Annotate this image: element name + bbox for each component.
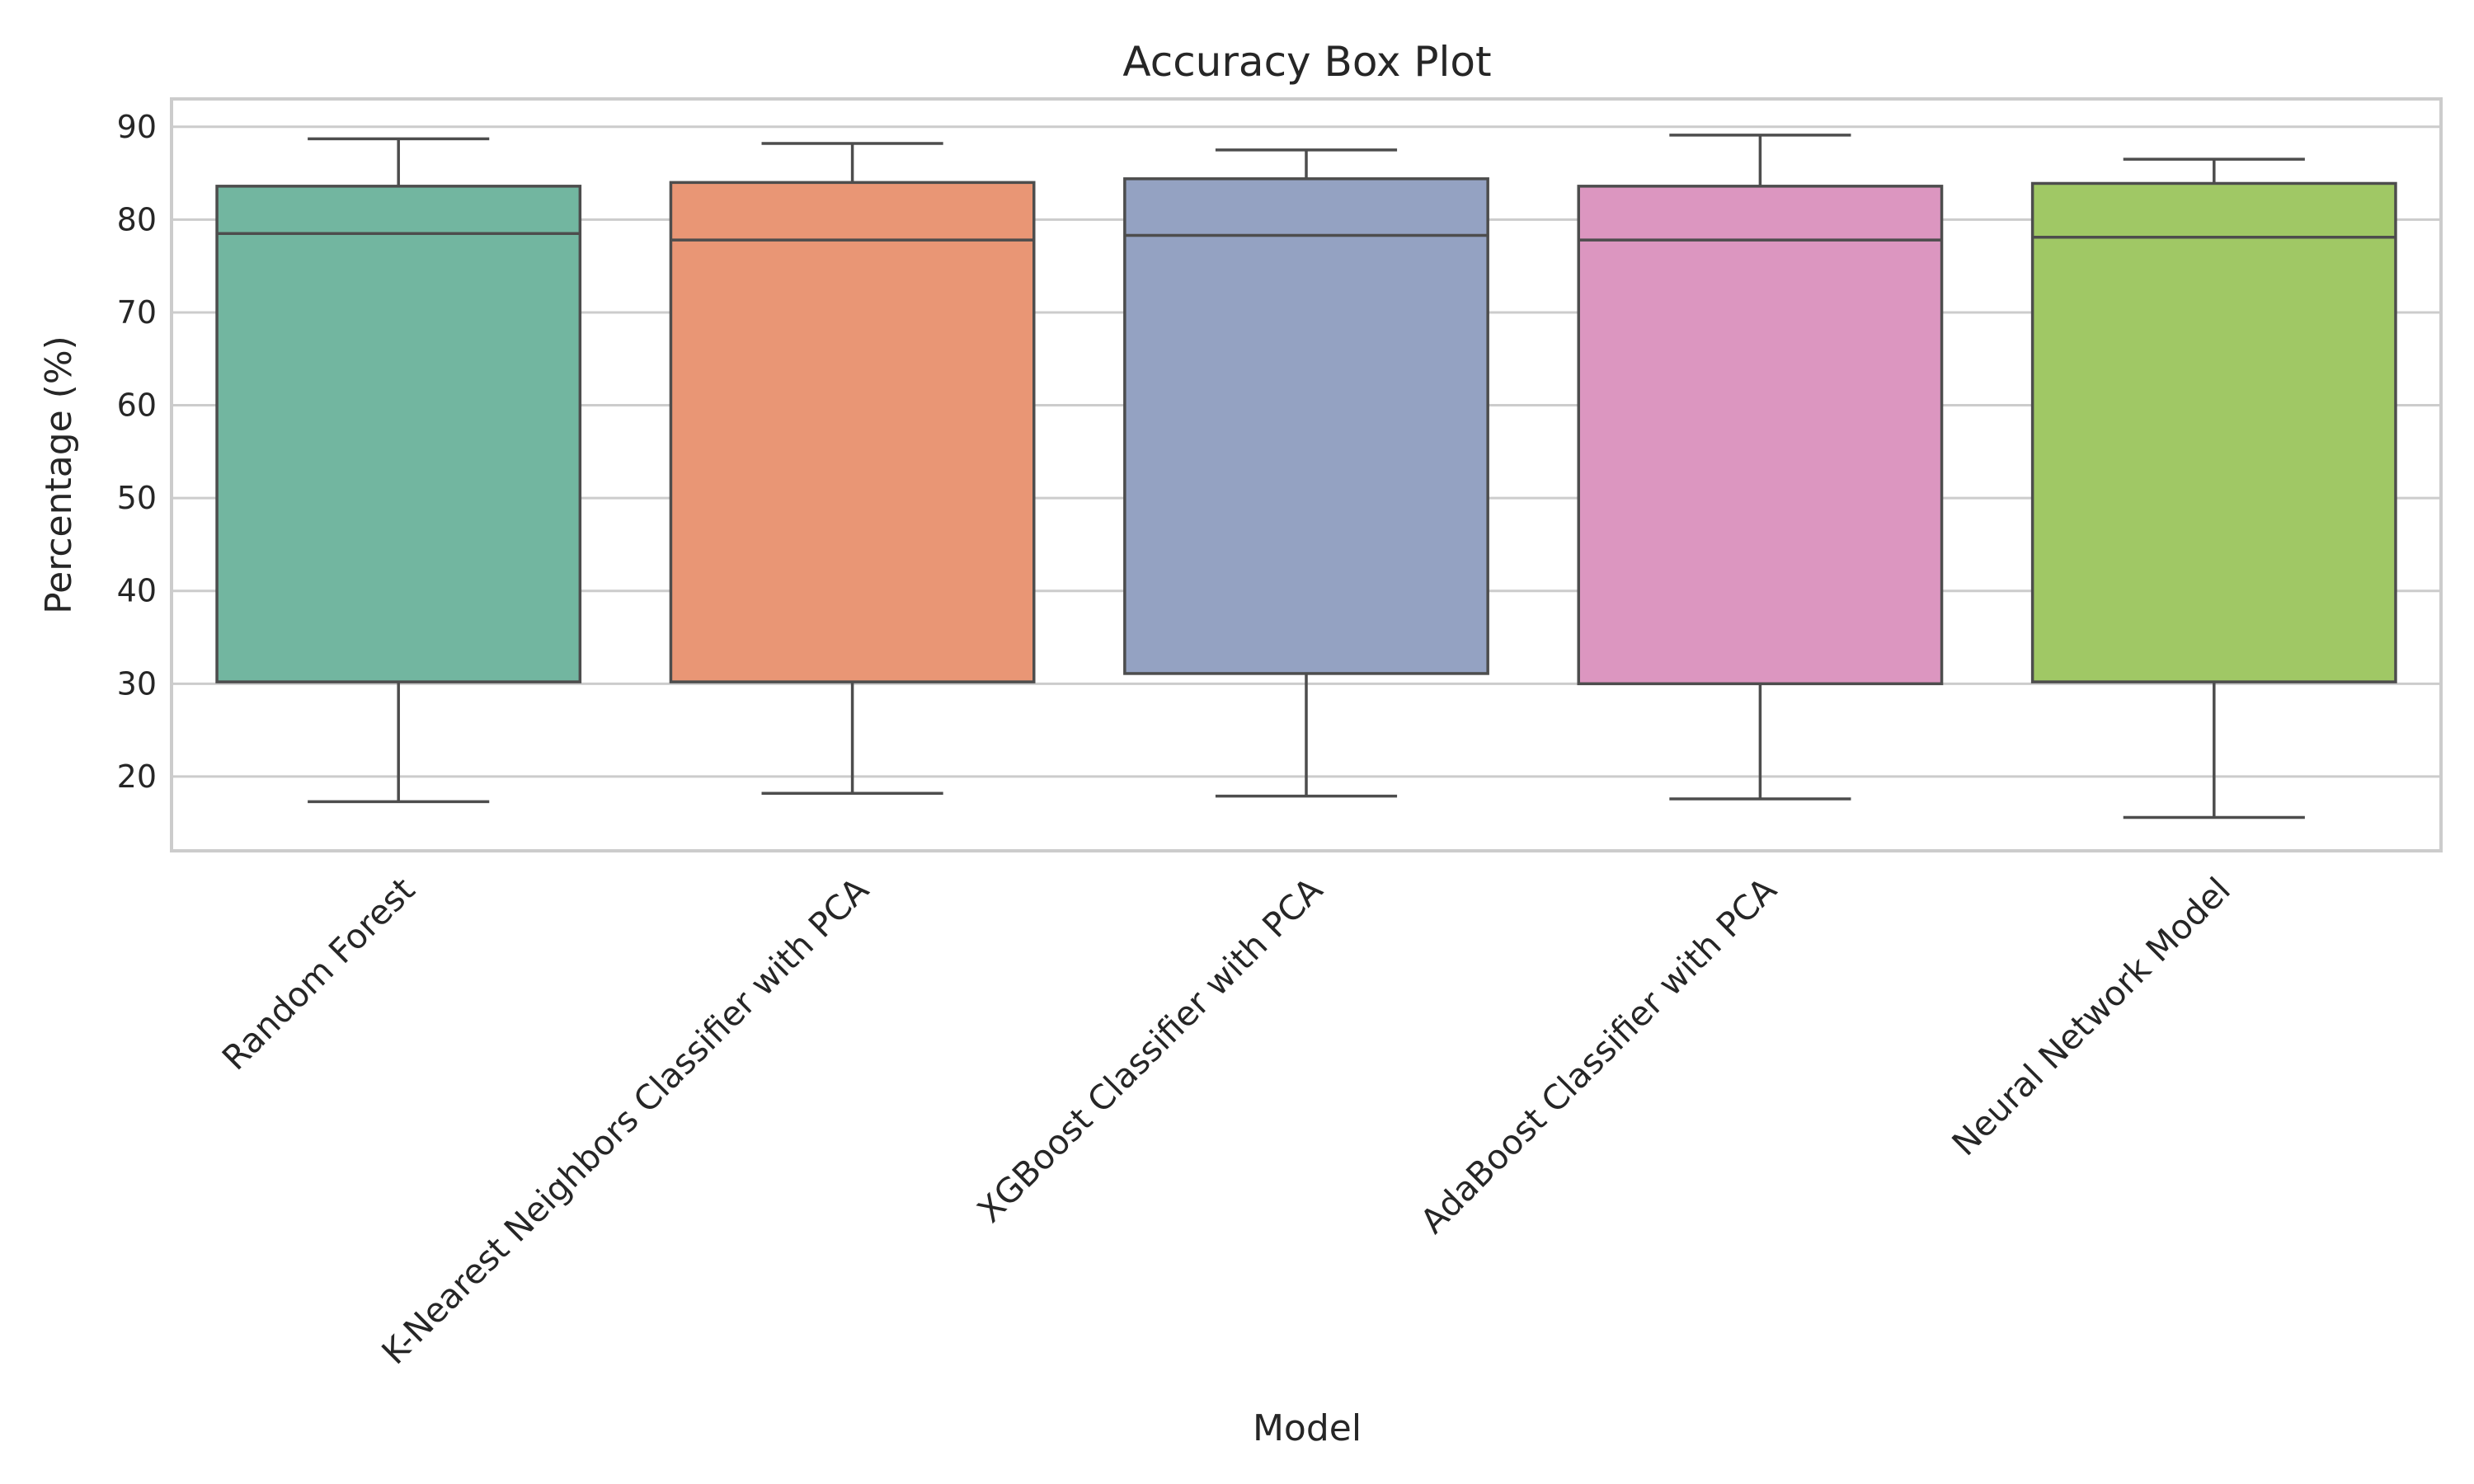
y-tick-label: 70 [117,294,157,331]
x-tick-label: Neural Network Model [1945,870,2238,1163]
box-group [1123,148,1489,798]
iqr-box [2030,181,2397,683]
y-tick-label: 90 [117,109,157,145]
x-tick-label: Random Forest [214,870,422,1078]
x-axis-label: Model [1253,1407,1362,1449]
box-layer [215,134,2397,819]
x-tick-label: AdaBoost Classifier with PCA [1413,870,1784,1241]
box-group [669,142,1036,795]
chart-title: Accuracy Box Plot [1122,38,1491,86]
y-tick-label: 20 [117,758,157,795]
iqr-box [1577,185,1944,686]
y-tick-label: 60 [117,387,157,424]
box-group [215,137,582,804]
iqr-box [669,181,1036,683]
y-tick-label: 50 [117,480,157,516]
plot-frame [170,97,2443,852]
iqr-box [215,185,582,683]
box-group [2030,157,2397,819]
iqr-box [1123,177,1489,675]
y-tick-label: 30 [117,665,157,702]
y-tick-label: 40 [117,573,157,609]
box-group [1577,134,1944,801]
x-tick-label: K-Nearest Neighbors Classifier with PCA [374,870,877,1372]
y-tick-label: 80 [117,201,157,237]
x-tick-label: XGBoost Classifier with PCA [970,870,1330,1230]
y-axis-label: Percentage (%) [38,336,80,614]
y-tick-layer: 20 30 40 50 60 70 80 90 [117,109,157,795]
